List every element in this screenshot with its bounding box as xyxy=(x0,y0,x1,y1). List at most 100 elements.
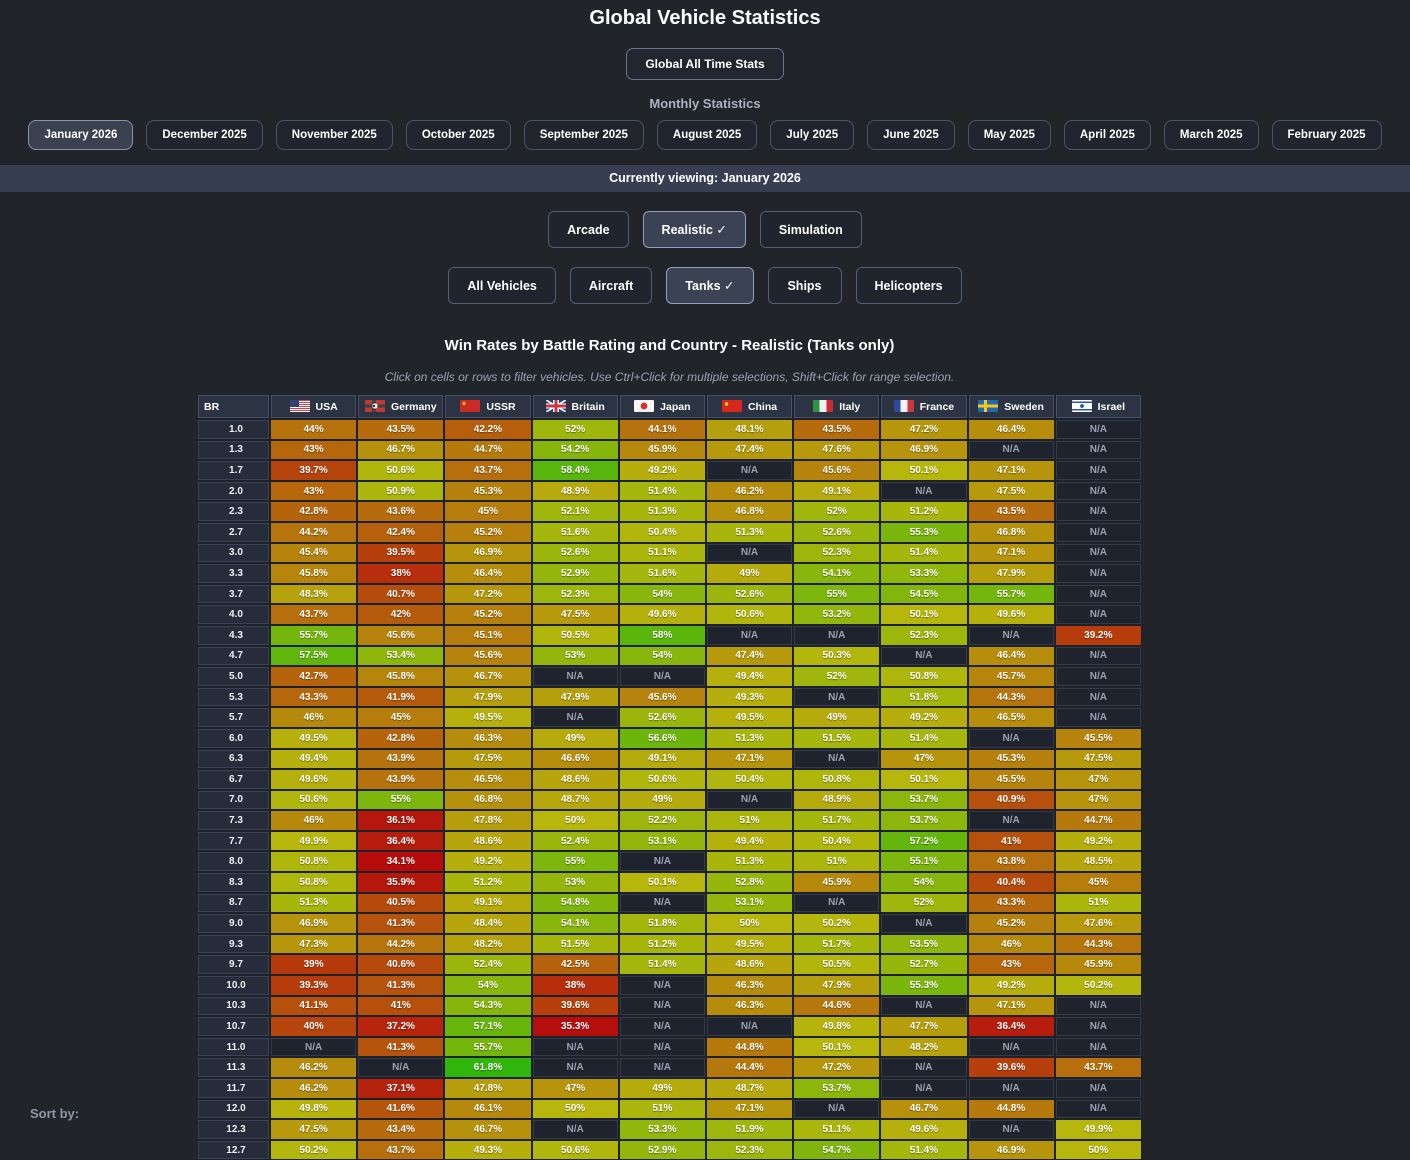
win-rate-cell-ussr[interactable]: 49.2% xyxy=(444,851,532,873)
win-rate-cell-france[interactable]: 50.1% xyxy=(880,604,968,625)
win-rate-cell-britain[interactable]: 55% xyxy=(531,851,619,873)
win-rate-cell-britain[interactable]: 51.6% xyxy=(531,521,619,543)
win-rate-cell-israel[interactable]: 47.5% xyxy=(1054,748,1142,770)
win-rate-cell-ussr[interactable]: 49.3% xyxy=(444,1139,532,1160)
month-button-june-2025[interactable]: June 2025 xyxy=(867,120,955,150)
win-rate-cell-ussr[interactable]: 44.7% xyxy=(444,439,532,461)
win-rate-cell-britain[interactable]: 53% xyxy=(531,645,619,667)
br-row-header[interactable]: 1.7 xyxy=(197,460,270,481)
win-rate-cell-italy[interactable]: 54.1% xyxy=(793,563,881,584)
win-rate-cell-italy[interactable]: 52% xyxy=(793,666,881,687)
month-button-july-2025[interactable]: July 2025 xyxy=(770,120,855,150)
win-rate-cell-italy[interactable]: 50.2% xyxy=(793,913,881,934)
br-row-header[interactable]: 3.7 xyxy=(197,583,270,605)
win-rate-cell-britain[interactable]: 38% xyxy=(531,975,619,996)
win-rate-cell-italy[interactable]: 44.6% xyxy=(793,995,881,1017)
win-rate-cell-italy[interactable]: 51.5% xyxy=(793,727,881,749)
win-rate-cell-france[interactable]: 47.2% xyxy=(880,419,968,440)
br-row-header[interactable]: 10.7 xyxy=(197,1016,270,1037)
win-rate-cell-usa[interactable]: 50.2% xyxy=(270,1139,358,1160)
win-rate-cell-usa[interactable]: 39.7% xyxy=(270,460,358,481)
month-button-november-2025[interactable]: November 2025 xyxy=(275,120,393,150)
win-rate-cell-ussr[interactable]: 55.7% xyxy=(444,1036,532,1058)
win-rate-cell-china[interactable]: 51.3% xyxy=(705,851,794,873)
country-column-header-usa[interactable]: USA xyxy=(270,394,358,419)
win-rate-cell-japan[interactable]: 58% xyxy=(618,624,706,646)
win-rate-cell-ussr[interactable]: 46.5% xyxy=(444,769,532,790)
win-rate-cell-sweden[interactable]: 45.7% xyxy=(967,666,1055,687)
win-rate-cell-ussr[interactable]: 45% xyxy=(444,501,532,522)
win-rate-cell-ussr[interactable]: 46.7% xyxy=(444,1119,532,1140)
win-rate-cell-israel[interactable]: 44.7% xyxy=(1054,810,1142,831)
win-rate-cell-israel[interactable]: 45% xyxy=(1054,872,1142,893)
win-rate-cell-israel[interactable]: 49.9% xyxy=(1054,1119,1142,1140)
win-rate-cell-japan[interactable]: 49.6% xyxy=(618,604,706,625)
win-rate-cell-japan[interactable]: 45.9% xyxy=(618,439,706,461)
win-rate-cell-italy[interactable]: 55% xyxy=(793,583,881,605)
win-rate-cell-italy[interactable]: 49% xyxy=(793,707,881,728)
win-rate-cell-china[interactable]: 52.6% xyxy=(705,583,794,605)
win-rate-cell-ussr[interactable]: 46.7% xyxy=(444,666,532,687)
win-rate-cell-japan[interactable]: 50.1% xyxy=(618,872,706,893)
br-row-header[interactable]: 9.7 xyxy=(197,954,270,976)
win-rate-cell-france[interactable]: 46.9% xyxy=(880,439,968,461)
win-rate-cell-sweden[interactable]: 46.8% xyxy=(967,521,1055,543)
win-rate-cell-france[interactable]: 50.1% xyxy=(880,460,968,481)
win-rate-cell-japan[interactable]: 52.2% xyxy=(618,810,706,831)
win-rate-cell-israel[interactable]: 43.7% xyxy=(1054,1057,1142,1078)
month-button-september-2025[interactable]: September 2025 xyxy=(523,120,644,150)
win-rate-cell-ussr[interactable]: 48.6% xyxy=(444,830,532,852)
br-row-header[interactable]: 11.0 xyxy=(197,1036,270,1058)
win-rate-cell-japan[interactable]: 53.3% xyxy=(618,1119,706,1140)
win-rate-cell-sweden[interactable]: 55.7% xyxy=(967,583,1055,605)
win-rate-cell-germany[interactable]: 40.6% xyxy=(357,954,445,976)
win-rate-cell-sweden[interactable]: 49.6% xyxy=(967,604,1055,625)
win-rate-cell-japan[interactable]: 53.1% xyxy=(618,830,706,852)
win-rate-cell-ussr[interactable]: 49.1% xyxy=(444,892,532,914)
win-rate-cell-usa[interactable]: 40% xyxy=(270,1016,358,1037)
win-rate-cell-italy[interactable]: 43.5% xyxy=(793,419,881,440)
win-rate-cell-japan[interactable]: 51.6% xyxy=(618,563,706,584)
win-rate-cell-france[interactable]: 54.5% xyxy=(880,583,968,605)
win-rate-cell-france[interactable]: 55.1% xyxy=(880,851,968,873)
win-rate-cell-china[interactable]: 49.3% xyxy=(705,686,794,708)
br-row-header[interactable]: 6.7 xyxy=(197,769,270,790)
win-rate-cell-britain[interactable]: 52.6% xyxy=(531,542,619,564)
win-rate-cell-germany[interactable]: 41.3% xyxy=(357,975,445,996)
win-rate-cell-italy[interactable]: 50.5% xyxy=(793,954,881,976)
br-row-header[interactable]: 10.3 xyxy=(197,995,270,1017)
win-rate-cell-italy[interactable]: 51.7% xyxy=(793,933,881,955)
win-rate-cell-britain[interactable]: 58.4% xyxy=(531,460,619,481)
win-rate-cell-ussr[interactable]: 51.2% xyxy=(444,872,532,893)
vehicle-button-all-vehicles[interactable]: All Vehicles xyxy=(448,267,556,304)
win-rate-cell-germany[interactable]: 43.9% xyxy=(357,748,445,770)
win-rate-cell-britain[interactable]: 39.6% xyxy=(531,995,619,1017)
win-rate-cell-japan[interactable]: 54% xyxy=(618,583,706,605)
win-rate-cell-usa[interactable]: 49.6% xyxy=(270,769,358,790)
win-rate-cell-israel[interactable]: 51% xyxy=(1054,892,1142,914)
win-rate-cell-sweden[interactable]: 43.3% xyxy=(967,892,1055,914)
win-rate-cell-china[interactable]: 46.8% xyxy=(705,501,794,522)
win-rate-cell-france[interactable]: 47% xyxy=(880,748,968,770)
win-rate-cell-germany[interactable]: 37.1% xyxy=(357,1078,445,1099)
br-row-header[interactable]: 6.0 xyxy=(197,727,270,749)
win-rate-cell-britain[interactable]: 42.5% xyxy=(531,954,619,976)
win-rate-cell-china[interactable]: 50.4% xyxy=(705,769,794,790)
win-rate-cell-britain[interactable]: 50.5% xyxy=(531,624,619,646)
win-rate-cell-italy[interactable]: 52.6% xyxy=(793,521,881,543)
win-rate-cell-italy[interactable]: 53.7% xyxy=(793,1078,881,1099)
win-rate-cell-britain[interactable]: 46.6% xyxy=(531,748,619,770)
win-rate-cell-usa[interactable]: 49.5% xyxy=(270,727,358,749)
win-rate-cell-japan[interactable]: 51.8% xyxy=(618,913,706,934)
win-rate-cell-japan[interactable]: 56.6% xyxy=(618,727,706,749)
win-rate-cell-germany[interactable]: 34.1% xyxy=(357,851,445,873)
win-rate-cell-italy[interactable]: 50.1% xyxy=(793,1036,881,1058)
win-rate-cell-usa[interactable]: 46% xyxy=(270,810,358,831)
win-rate-cell-japan[interactable]: 49.2% xyxy=(618,460,706,481)
win-rate-cell-china[interactable]: 49.5% xyxy=(705,933,794,955)
win-rate-cell-germany[interactable]: 42% xyxy=(357,604,445,625)
win-rate-cell-france[interactable]: 53.7% xyxy=(880,810,968,831)
win-rate-cell-usa[interactable]: 46.2% xyxy=(270,1078,358,1099)
win-rate-cell-sweden[interactable]: 39.6% xyxy=(967,1057,1055,1078)
win-rate-cell-france[interactable]: 47.7% xyxy=(880,1016,968,1037)
